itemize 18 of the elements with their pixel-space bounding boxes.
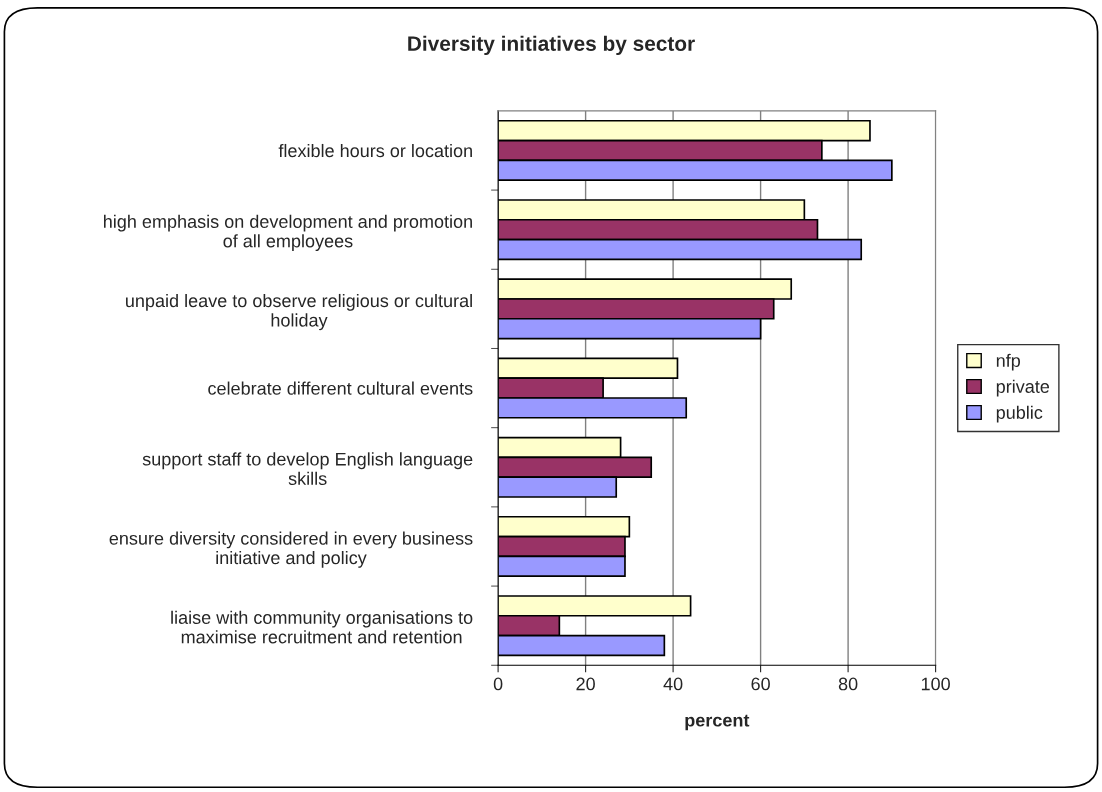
y-tick-label: liaise with community organisations to maximise recruitment and retention bbox=[171, 610, 473, 644]
y-tick-label: unpaid leave to observe religious or cultural holiday bbox=[126, 293, 472, 331]
chart-title: Diversity initiatives by sector bbox=[408, 35, 695, 56]
y-tick-label: support staff to develop English language skills bbox=[142, 452, 473, 486]
x-tick-label: 20 bbox=[576, 677, 595, 691]
legend-label: private bbox=[996, 379, 1050, 397]
x-tick-label: 60 bbox=[751, 677, 770, 691]
x-tick-label: 80 bbox=[838, 677, 858, 691]
x-axis-title: percent bbox=[685, 714, 750, 731]
x-tick-label: 40 bbox=[663, 677, 683, 691]
y-tick-label: high emphasis on development and promotion of all employees bbox=[104, 214, 472, 251]
y-tick-label: ensure diversity considered in every business initiative and policy bbox=[109, 531, 473, 568]
y-tick-label: celebrate different cultural events bbox=[208, 381, 473, 395]
x-tick-label: 0 bbox=[493, 677, 503, 691]
legend-label: public bbox=[996, 405, 1043, 423]
x-tick-label: 100 bbox=[921, 677, 950, 691]
y-tick-label: flexible hours or location bbox=[278, 143, 472, 158]
legend-label: nfp bbox=[996, 353, 1021, 371]
